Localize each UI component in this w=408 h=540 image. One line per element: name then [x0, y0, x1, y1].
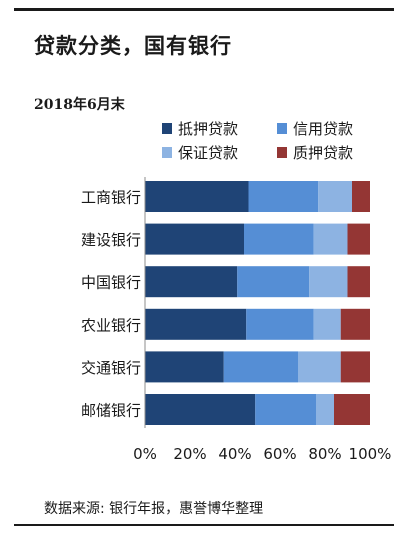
bar-segment-2-3	[313, 223, 348, 255]
bar-segment-5-1	[145, 351, 224, 383]
legend-label-2: 信用贷款	[293, 120, 353, 138]
legend-label-1: 抵押贷款	[178, 120, 238, 138]
bar-segment-6-1	[145, 394, 256, 425]
bar-segment-1-4	[352, 181, 370, 212]
bar-segment-4-2	[246, 308, 314, 340]
bar-segment-1-2	[248, 181, 319, 212]
x-tick-label-4: 60%	[263, 445, 296, 463]
category-label-4: 农业银行	[81, 316, 141, 334]
bar-segment-5-4	[340, 351, 370, 383]
bar-segment-3-2	[237, 266, 310, 298]
legend-swatch-1	[162, 123, 172, 134]
category-label-6: 邮储银行	[81, 402, 141, 420]
category-label-1: 工商银行	[81, 189, 141, 207]
legend-swatch-4	[277, 147, 287, 158]
bar-segment-4-3	[313, 308, 341, 340]
bar-segment-5-3	[298, 351, 341, 383]
data-source-note: 数据来源: 银行年报，惠誉博华整理	[44, 501, 264, 517]
x-tick-label-2: 20%	[173, 445, 206, 463]
bar-segment-2-2	[244, 223, 314, 255]
legend-label-4: 质押贷款	[293, 144, 353, 162]
bar-segment-4-1	[145, 308, 247, 340]
bar-segment-2-4	[347, 223, 370, 255]
bar-segment-5-2	[223, 351, 298, 383]
category-label-2: 建设银行	[81, 231, 141, 249]
bar-segment-1-1	[145, 181, 249, 212]
bar-segment-2-1	[145, 223, 244, 255]
x-tick-label-3: 40%	[218, 445, 251, 463]
top-rule	[14, 8, 394, 11]
legend-swatch-2	[277, 123, 287, 134]
x-tick-label-5: 80%	[308, 445, 341, 463]
legend-swatch-3	[162, 147, 172, 158]
bar-segment-3-1	[145, 266, 238, 298]
legend-label-3: 保证贷款	[178, 144, 238, 162]
bar-segment-6-3	[316, 394, 334, 425]
x-tick-label-1: 0%	[133, 445, 157, 463]
bar-segment-4-4	[340, 308, 370, 340]
x-tick-label-6: 100%	[349, 445, 392, 463]
bar-segment-3-4	[347, 266, 370, 298]
chart-title: 贷款分类，国有银行	[34, 34, 232, 58]
chart-subtitle: 2018年6月末	[34, 97, 125, 113]
bar-segment-1-3	[318, 181, 352, 212]
bar-segment-6-2	[255, 394, 316, 425]
bar-segment-3-3	[309, 266, 348, 298]
category-label-5: 交通银行	[81, 359, 141, 377]
category-label-3: 中国银行	[81, 274, 141, 292]
bottom-rule	[14, 524, 394, 526]
bar-segment-6-4	[334, 394, 370, 425]
